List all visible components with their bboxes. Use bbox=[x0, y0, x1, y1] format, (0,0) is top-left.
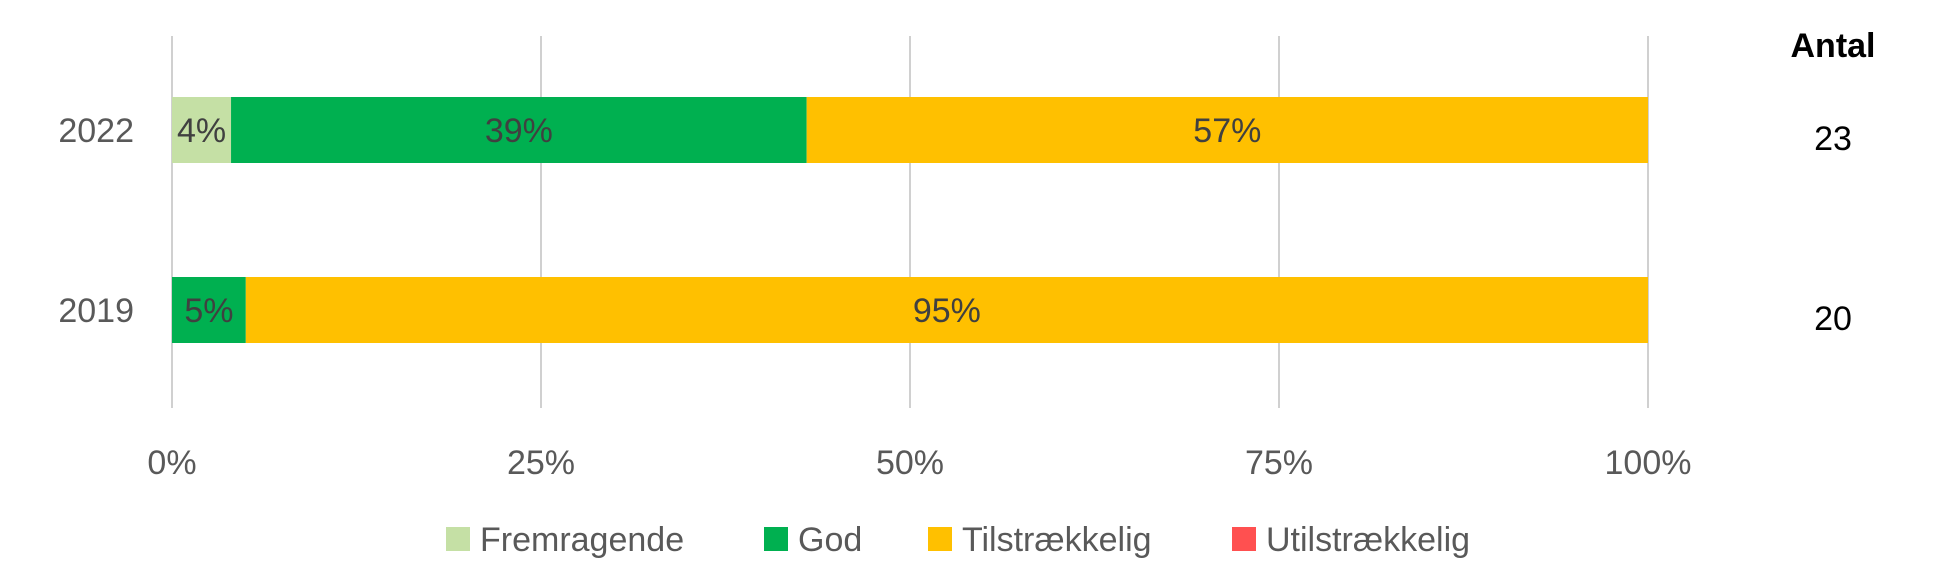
x-tick-label: 100% bbox=[1605, 444, 1692, 482]
bar-segment bbox=[172, 97, 232, 163]
count-column: Antal 23 20 bbox=[1791, 27, 1876, 338]
legend-label: Tilstrækkelig bbox=[962, 521, 1152, 559]
count-value: 20 bbox=[1814, 300, 1852, 338]
x-tick-label: 50% bbox=[876, 444, 944, 482]
legend: Fremragende God Tilstrækkelig Utilstrækkeli… bbox=[446, 521, 1470, 559]
legend-label: Utilstrækkelig bbox=[1266, 521, 1470, 559]
category-label: 2022 bbox=[58, 112, 134, 150]
count-header: Antal bbox=[1791, 27, 1876, 65]
legend-label: Fremragende bbox=[480, 521, 684, 559]
category-label: 2019 bbox=[58, 292, 134, 330]
data-label: 4% bbox=[177, 112, 226, 150]
category-labels: 2022 2019 bbox=[58, 112, 134, 330]
legend-label: God bbox=[798, 521, 862, 559]
data-label: 39% bbox=[485, 112, 553, 150]
x-tick-label: 0% bbox=[147, 444, 196, 482]
data-label: 57% bbox=[1193, 112, 1261, 150]
count-value: 23 bbox=[1814, 120, 1852, 158]
x-tick-label: 25% bbox=[507, 444, 575, 482]
grid-lines bbox=[171, 36, 1649, 408]
data-label: 5% bbox=[184, 292, 233, 330]
legend-swatch bbox=[1232, 527, 1256, 551]
bar-segment bbox=[806, 97, 1648, 163]
segment-labels: 4% 39% 57% 5% 95% bbox=[177, 112, 1261, 330]
data-label: 95% bbox=[913, 292, 981, 330]
x-tick-label: 75% bbox=[1245, 444, 1313, 482]
bars bbox=[172, 97, 1648, 343]
legend-swatch bbox=[928, 527, 952, 551]
bar-segment bbox=[172, 277, 246, 343]
bar-segment bbox=[245, 277, 1648, 343]
bar-segment bbox=[231, 97, 807, 163]
legend-swatch bbox=[764, 527, 788, 551]
x-axis-tick-labels: 0% 25% 50% 75% 100% bbox=[147, 444, 1691, 482]
legend-swatch bbox=[446, 527, 470, 551]
